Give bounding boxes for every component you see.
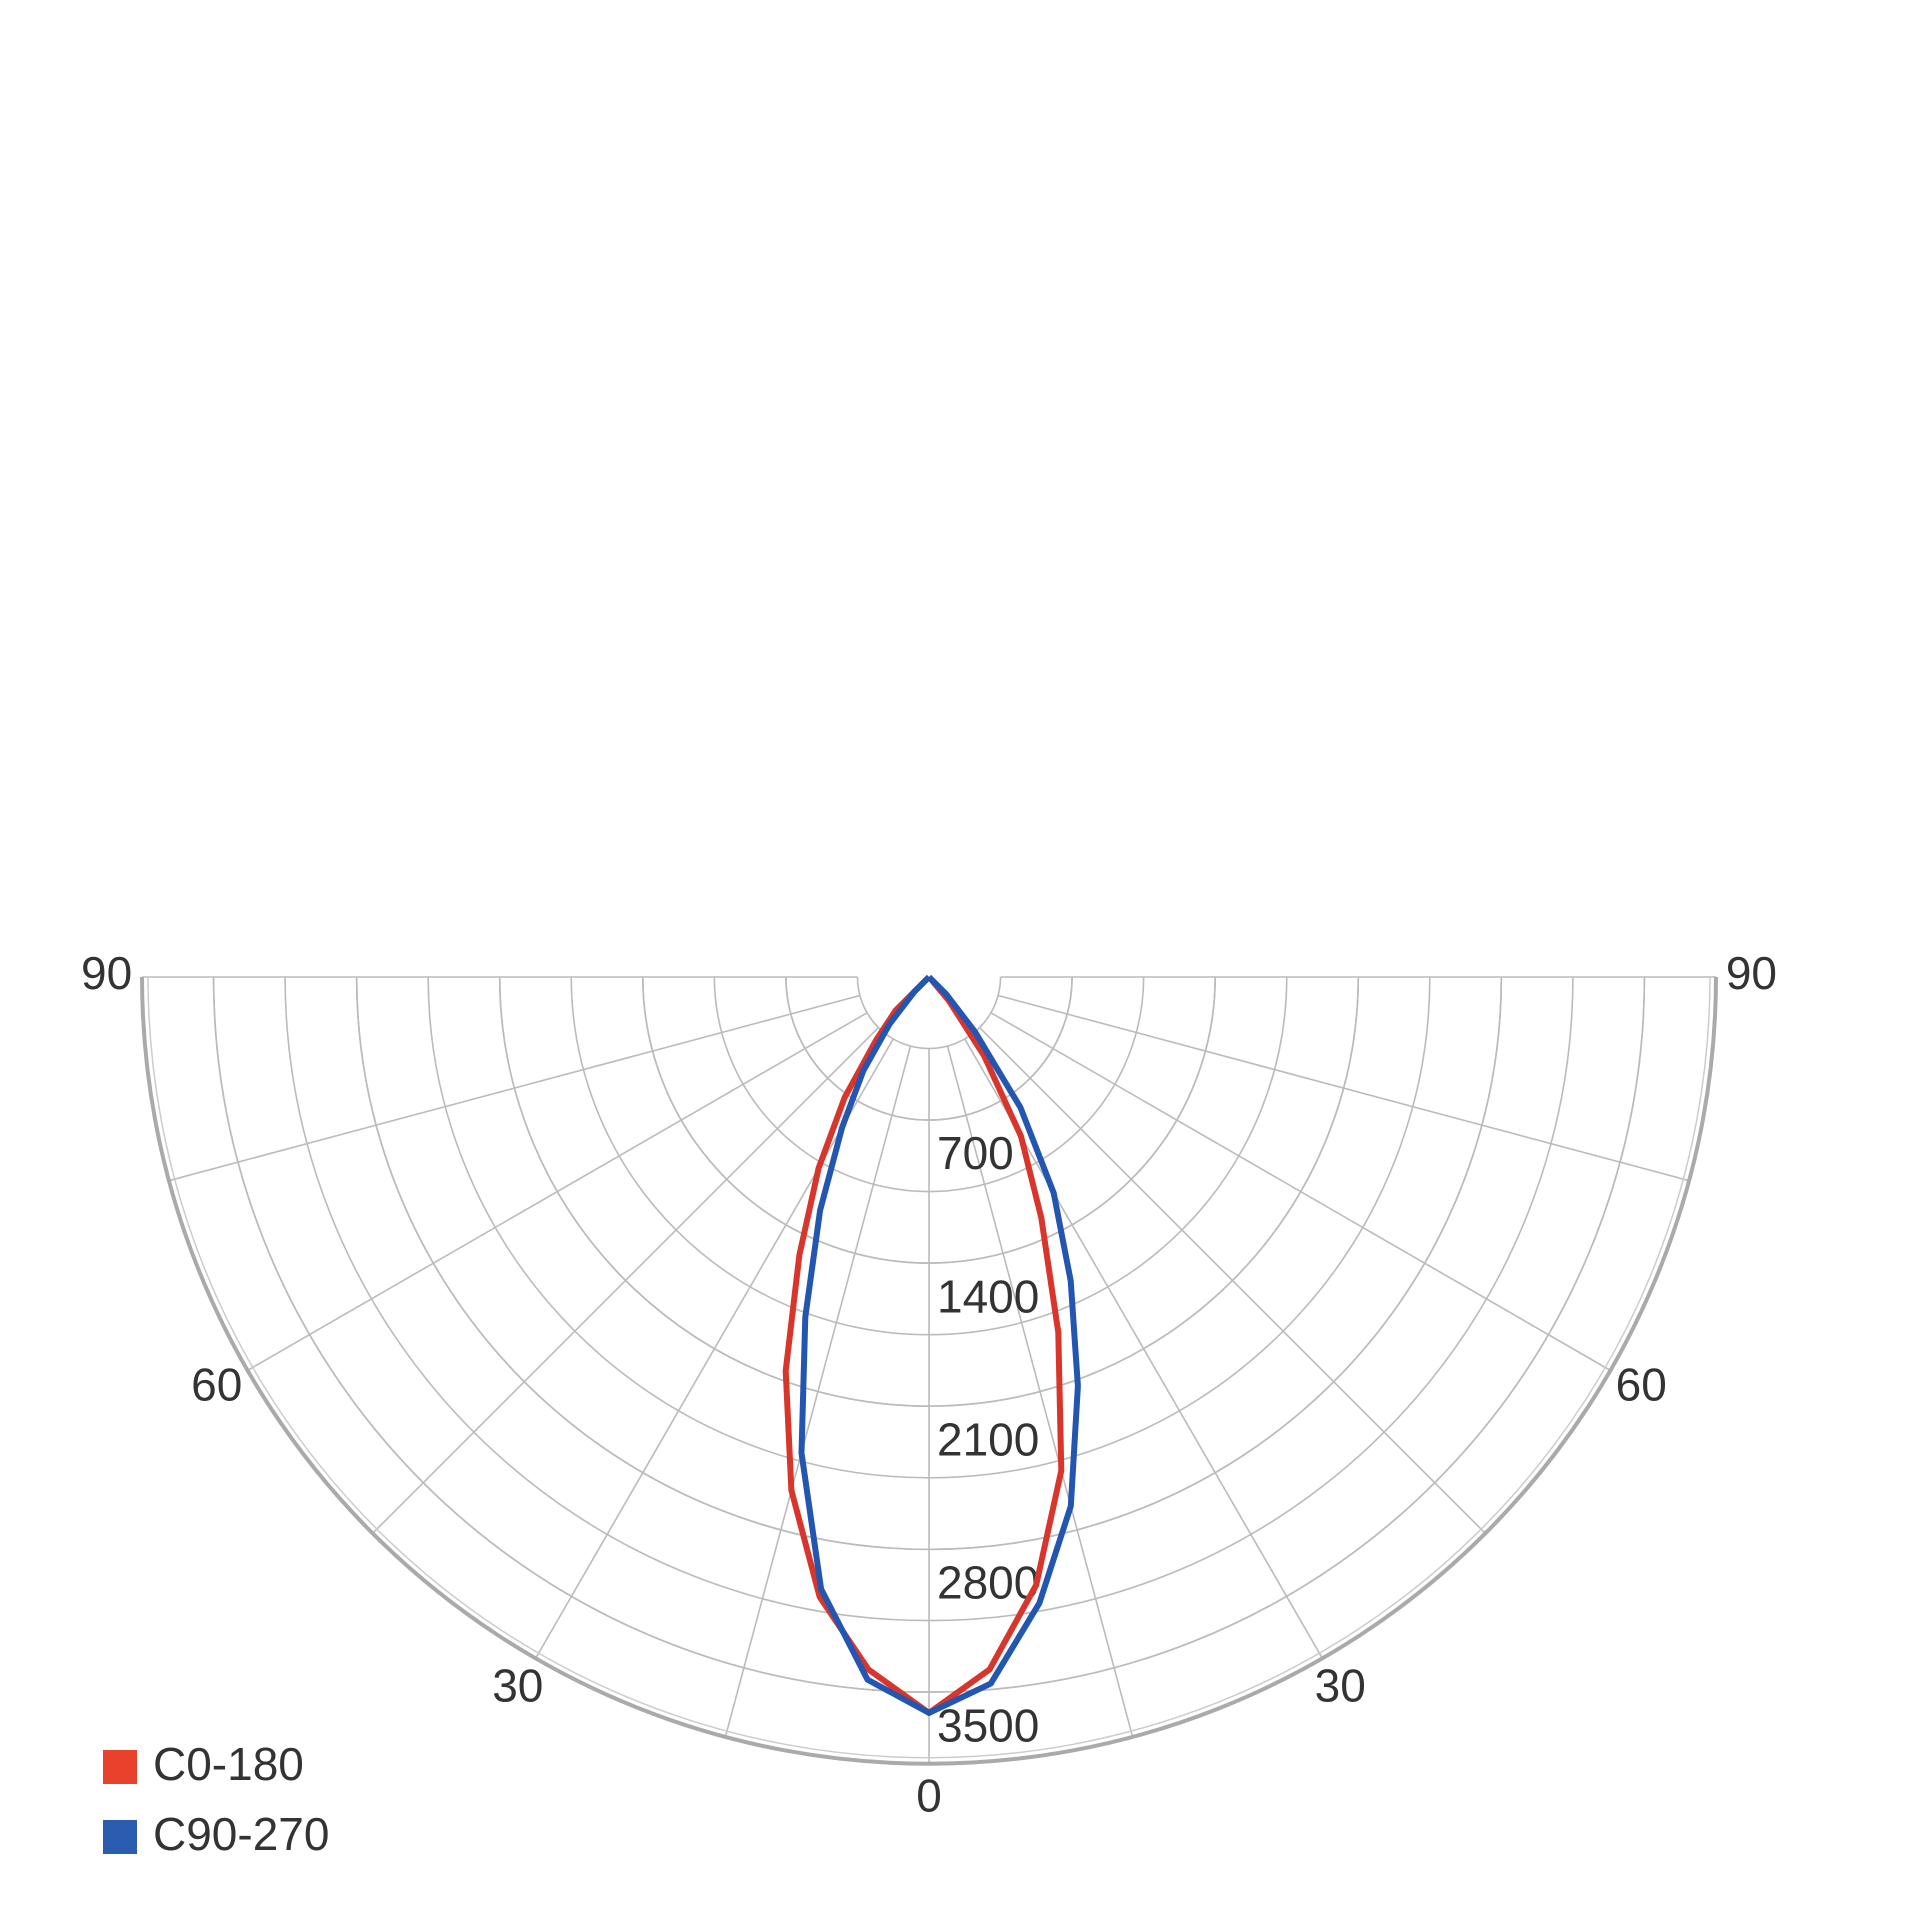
grid-spoke (997, 994, 1690, 1182)
r-tick-label: 1400 (937, 1270, 1039, 1322)
r-tick-label: 700 (937, 1127, 1014, 1179)
outer-ring (147, 976, 1711, 1759)
outer-ring (140, 976, 1718, 1766)
grid-spoke (168, 994, 861, 1182)
theta-tick-label: 60 (191, 1358, 242, 1410)
intensity-curve (782, 974, 1065, 1716)
grid-spoke (724, 1045, 912, 1738)
theta-tick-label: 0 (916, 1770, 942, 1822)
legend-swatch (103, 1820, 137, 1854)
legend-swatch (103, 1750, 137, 1784)
legend-label: C0-180 (153, 1738, 304, 1790)
theta-tick-label: 30 (1315, 1659, 1366, 1711)
grid-spoke (534, 1038, 894, 1659)
grid-spoke (979, 1027, 1487, 1535)
legend-label: C90-270 (153, 1808, 329, 1860)
r-tick-label: 2800 (937, 1557, 1039, 1609)
grid-spoke (990, 1012, 1611, 1372)
intensity-curve (798, 974, 1081, 1716)
grid-spoke (946, 1045, 1134, 1738)
theta-tick-label: 60 (1616, 1358, 1667, 1410)
grid-spoke (247, 1012, 868, 1372)
theta-tick-label: 90 (81, 947, 132, 999)
r-tick-label: 2100 (937, 1413, 1039, 1465)
grid-spoke (371, 1027, 879, 1535)
theta-tick-label: 90 (1726, 947, 1777, 999)
theta-tick-label: 30 (492, 1659, 543, 1711)
r-tick-label: 3500 (937, 1700, 1039, 1752)
